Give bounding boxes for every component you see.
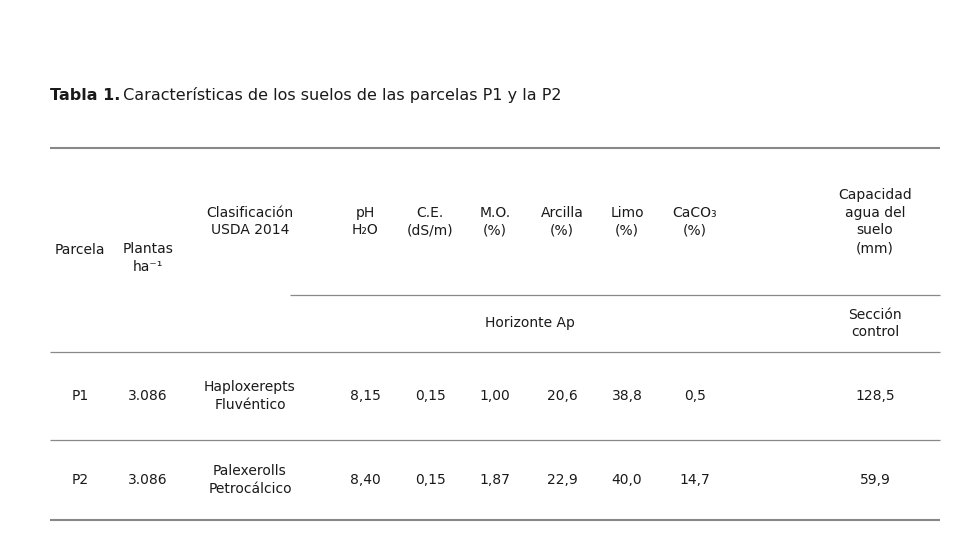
- Text: CaCO₃
(%): CaCO₃ (%): [672, 206, 717, 237]
- Text: 0,5: 0,5: [684, 389, 706, 403]
- Text: P2: P2: [72, 473, 88, 487]
- Text: 20,6: 20,6: [547, 389, 577, 403]
- Text: Clasificación
USDA 2014: Clasificación USDA 2014: [207, 206, 294, 237]
- Text: 14,7: 14,7: [679, 473, 710, 487]
- Text: Capacidad
agua del
suelo
(mm): Capacidad agua del suelo (mm): [838, 188, 911, 255]
- Text: Características de los suelos de las parcelas P1 y la P2: Características de los suelos de las par…: [118, 87, 562, 103]
- Text: Plantas
ha⁻¹: Plantas ha⁻¹: [122, 242, 173, 274]
- Text: 22,9: 22,9: [547, 473, 577, 487]
- Text: pH
H₂O: pH H₂O: [352, 206, 378, 237]
- Text: 128,5: 128,5: [856, 389, 895, 403]
- Text: 8,40: 8,40: [350, 473, 380, 487]
- Text: 1,00: 1,00: [479, 389, 511, 403]
- Text: Parcela: Parcela: [55, 243, 105, 257]
- Text: P1: P1: [72, 389, 88, 403]
- Text: 1,87: 1,87: [479, 473, 511, 487]
- Text: M.O.
(%): M.O. (%): [479, 206, 511, 237]
- Text: 3.086: 3.086: [128, 389, 168, 403]
- Text: Limo
(%): Limo (%): [611, 206, 644, 237]
- Text: Arcilla
(%): Arcilla (%): [541, 206, 583, 237]
- Text: Tabla 1.: Tabla 1.: [50, 87, 121, 102]
- Text: 59,9: 59,9: [859, 473, 891, 487]
- Text: 0,15: 0,15: [415, 473, 445, 487]
- Text: 0,15: 0,15: [415, 389, 445, 403]
- Text: 3.086: 3.086: [128, 473, 168, 487]
- Text: 38,8: 38,8: [612, 389, 643, 403]
- Text: C.E.
(dS/m): C.E. (dS/m): [407, 206, 454, 237]
- Text: Palexerolls
Petrocálcico: Palexerolls Petrocálcico: [208, 464, 292, 496]
- Text: 40,0: 40,0: [612, 473, 642, 487]
- Text: 8,15: 8,15: [350, 389, 380, 403]
- Text: Sección
control: Sección control: [848, 307, 902, 339]
- Text: Haploxerepts
Fluvéntico: Haploxerepts Fluvéntico: [204, 380, 296, 412]
- Text: Horizonte Ap: Horizonte Ap: [485, 316, 575, 330]
